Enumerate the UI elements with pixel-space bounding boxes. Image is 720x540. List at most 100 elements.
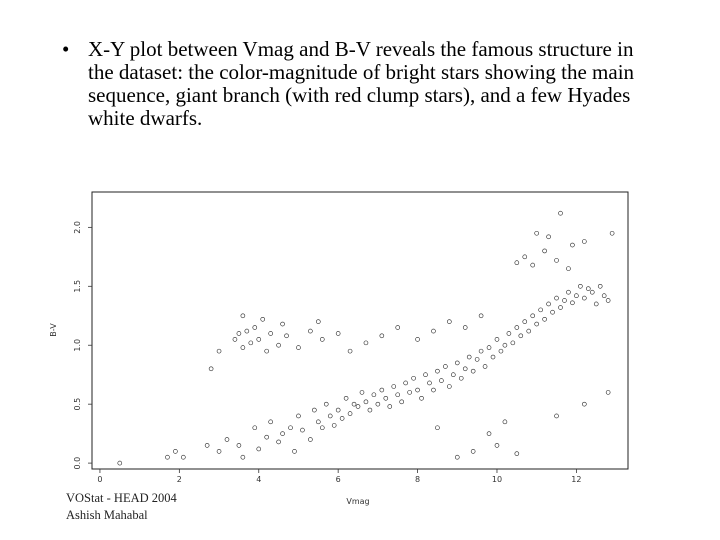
data-point: [276, 439, 281, 445]
data-point: [454, 454, 460, 460]
data-point: [331, 423, 337, 428]
data-point: [486, 431, 492, 436]
y-tick-label: 0.5: [73, 398, 82, 411]
data-point: [510, 340, 516, 346]
data-point: [470, 449, 476, 454]
data-point: [276, 342, 281, 348]
data-point: [526, 328, 532, 334]
data-point: [582, 295, 587, 301]
data-point: [542, 248, 547, 254]
data-point: [609, 230, 615, 236]
data-point: [462, 366, 468, 372]
data-point: [383, 395, 389, 401]
data-point: [327, 413, 333, 419]
x-tick-label: 10: [492, 475, 502, 484]
data-point: [343, 395, 349, 401]
data-point: [554, 258, 559, 263]
data-point: [296, 413, 301, 419]
data-point: [447, 384, 452, 389]
data-point: [490, 354, 496, 360]
data-point: [439, 378, 444, 383]
data-point: [506, 331, 512, 336]
data-point: [204, 443, 210, 448]
data-point: [252, 325, 258, 330]
data-point: [423, 372, 428, 378]
data-point: [240, 454, 246, 460]
footer-author: Ashish Mahabal: [66, 508, 148, 522]
data-point: [411, 375, 416, 381]
data-point: [284, 333, 289, 339]
data-point: [256, 337, 262, 342]
data-point: [502, 342, 508, 348]
data-point: [319, 425, 325, 431]
data-point: [173, 449, 178, 454]
data-point: [566, 289, 571, 295]
data-point: [395, 325, 401, 330]
data-point: [574, 293, 579, 299]
data-point: [208, 366, 214, 372]
data-point: [514, 260, 520, 266]
data-point: [566, 266, 571, 271]
data-point: [431, 387, 436, 393]
data-point: [117, 460, 123, 466]
data-point: [597, 283, 603, 289]
y-tick-label: 1.5: [73, 280, 82, 293]
data-point: [534, 321, 539, 327]
data-point: [248, 340, 254, 346]
data-point: [546, 301, 551, 307]
data-point: [363, 399, 369, 405]
data-point: [593, 301, 599, 307]
data-point: [280, 321, 285, 327]
data-point: [216, 449, 222, 454]
data-point: [530, 313, 536, 319]
data-point: [538, 307, 543, 313]
data-point: [530, 262, 536, 268]
x-tick-label: 6: [336, 475, 341, 484]
data-point: [240, 345, 246, 350]
y-tick-label: 0.0: [73, 457, 82, 470]
data-point: [399, 399, 404, 405]
data-point: [582, 239, 587, 244]
data-point: [582, 401, 587, 407]
data-point: [391, 384, 397, 389]
data-point: [518, 333, 524, 339]
footer: VOStat - HEAD 2004 Ashish Mahabal: [66, 490, 177, 524]
bullet-text: X-Y plot between Vmag and B-V reveals th…: [88, 37, 635, 130]
data-point: [470, 368, 476, 374]
data-point: [292, 449, 297, 454]
data-point: [585, 286, 591, 291]
data-point: [415, 337, 420, 342]
data-point: [240, 313, 246, 319]
data-point: [335, 331, 341, 336]
data-point: [236, 331, 242, 336]
data-point: [443, 364, 448, 369]
data-point: [252, 425, 258, 431]
data-point: [522, 254, 528, 260]
data-point: [288, 425, 293, 431]
data-point: [502, 419, 508, 425]
data-point: [319, 337, 325, 342]
data-point: [415, 387, 420, 393]
data-point: [359, 390, 365, 395]
data-point: [454, 360, 460, 366]
data-point: [562, 298, 567, 303]
data-point: [316, 319, 321, 324]
data-point: [522, 319, 528, 324]
data-point: [363, 340, 369, 346]
data-point: [478, 348, 484, 354]
data-point: [601, 293, 607, 299]
data-point: [546, 234, 551, 240]
y-tick-label: 2.0: [73, 221, 82, 234]
data-point: [482, 364, 488, 369]
x-tick-label: 12: [571, 475, 581, 484]
data-point: [335, 407, 341, 413]
scatter-plot-svg: 0 2 4 6 8 10 12 0.0 0.5 1.0 1.5 2.0 Vmag B-V: [49, 191, 629, 506]
x-tick-label: 2: [177, 475, 182, 484]
data-point: [550, 309, 555, 315]
data-point: [351, 401, 357, 407]
data-point: [407, 390, 412, 395]
data-point: [534, 230, 539, 236]
data-point: [387, 404, 393, 409]
data-point: [494, 443, 500, 448]
data-point: [256, 446, 262, 452]
